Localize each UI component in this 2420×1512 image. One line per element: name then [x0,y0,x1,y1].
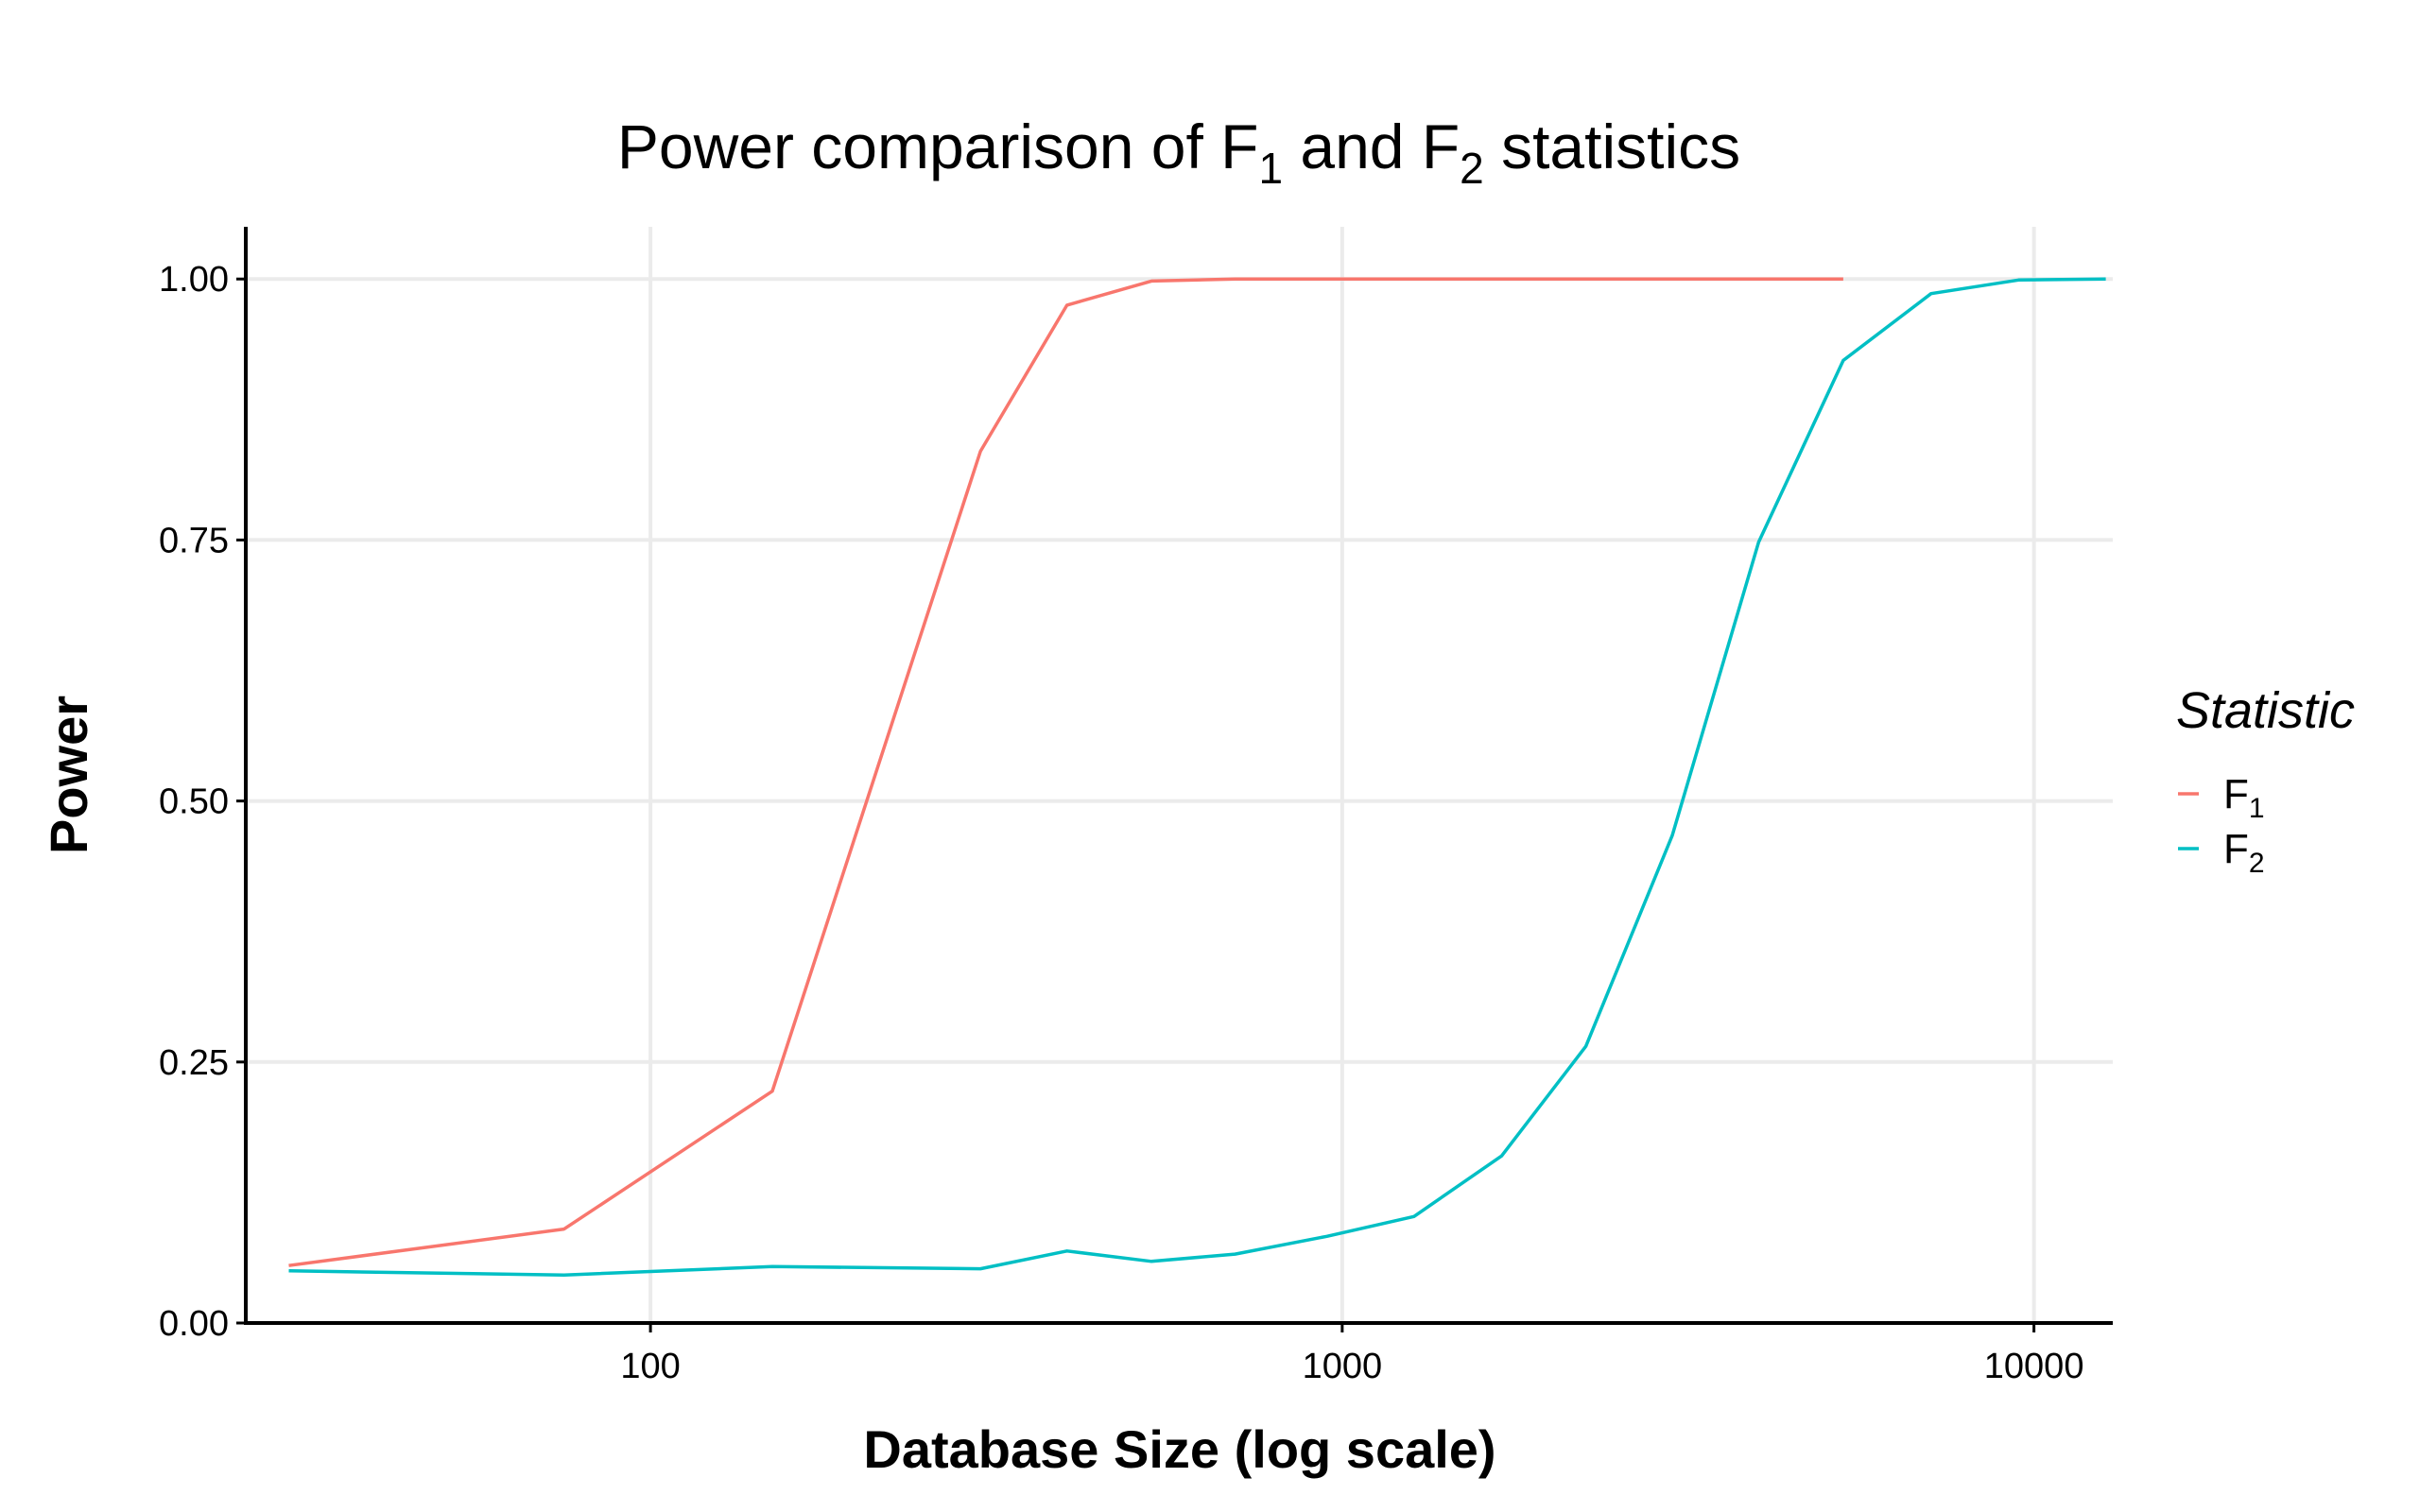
legend-item: F2 [2178,826,2265,879]
y-tick-label: 0.00 [159,1304,229,1344]
series-line-f1 [288,277,1843,1267]
x-axis-title: Database Size (log scale) [863,1419,1495,1479]
y-tick-label: 1.00 [159,260,229,300]
y-axis-ticks: 0.00 0.25 0.50 0.75 1.00 [159,260,246,1344]
x-tick-label: 10000 [1984,1347,2084,1386]
legend-title: Statistic [2176,682,2355,739]
chart-title: Power comparison of F1 and F2 statistics [617,112,1740,193]
y-tick-label: 0.75 [159,521,229,560]
legend-label: F2 [2223,826,2265,879]
series-lines [288,277,2106,1277]
axes [244,227,2113,1325]
grid-lines [246,227,2113,1325]
x-axis-ticks: 100 1000 10000 [620,1323,2083,1386]
x-tick-label: 100 [620,1347,680,1386]
y-axis-title: Power [39,696,98,854]
y-tick-label: 0.50 [159,782,229,822]
legend-item: F1 [2178,771,2265,824]
x-tick-label: 1000 [1303,1347,1383,1386]
y-tick-label: 0.25 [159,1043,229,1083]
legend-label: F1 [2223,771,2265,824]
series-line-f2 [288,277,2106,1277]
